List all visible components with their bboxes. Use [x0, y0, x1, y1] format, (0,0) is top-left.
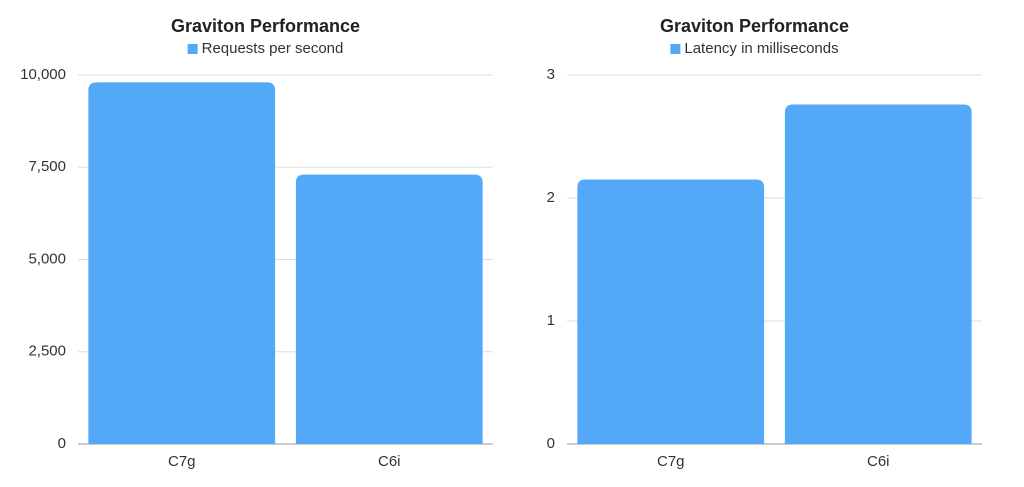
y-tick-label: 7,500: [28, 158, 66, 175]
bar: [295, 174, 483, 444]
y-tick-label: 1: [547, 312, 555, 329]
legend-label: Latency in milliseconds: [684, 40, 838, 57]
y-tick-label: 5,000: [28, 250, 66, 267]
y-tick-label: 10,000: [20, 66, 66, 83]
chart: Graviton Performance Latency in milliseco…: [547, 16, 982, 470]
y-tick-label: 0: [58, 435, 66, 452]
x-tick-label: C6i: [378, 453, 401, 470]
y-tick-label: 3: [547, 66, 555, 83]
x-tick-label: C6i: [867, 453, 890, 470]
bar: [784, 104, 972, 445]
x-tick-label: C7g: [657, 453, 685, 470]
legend-swatch: [670, 44, 681, 54]
legend-swatch: [187, 44, 198, 54]
legend-label: Requests per second: [202, 40, 344, 57]
bar: [577, 179, 765, 445]
chart: Graviton Performance Requests per second 0…: [20, 16, 493, 470]
bar: [88, 82, 276, 444]
y-tick-label: 0: [547, 435, 555, 452]
y-tick-label: 2: [547, 189, 555, 206]
x-tick-label: C7g: [168, 453, 196, 470]
chart-title: Graviton Performance: [660, 16, 849, 36]
chart-title: Graviton Performance: [171, 16, 360, 36]
y-tick-label: 2,500: [28, 343, 66, 360]
